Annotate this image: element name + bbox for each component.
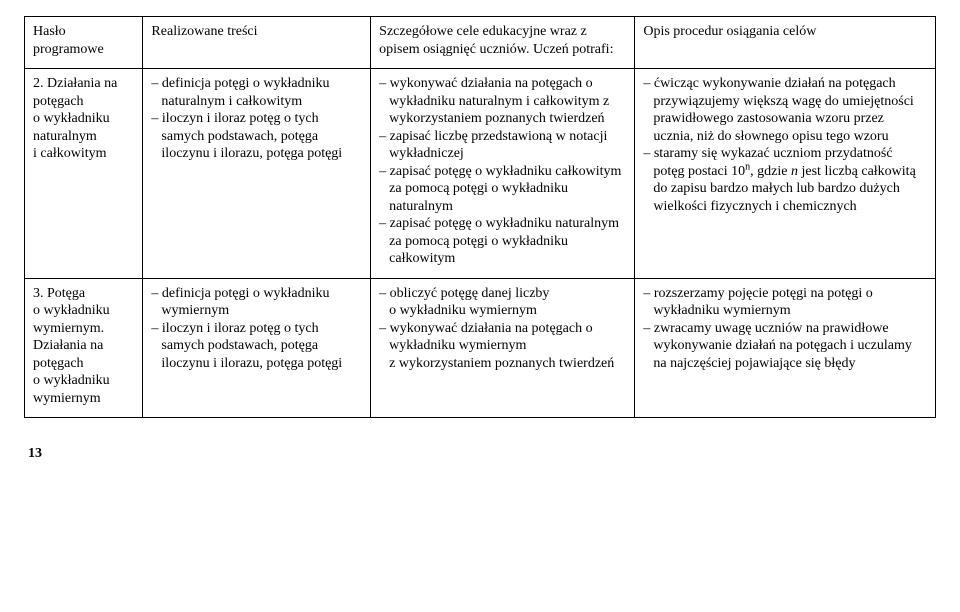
header-c4: Opis procedur osiągania celów (635, 17, 936, 69)
list-item: – rozszerzamy pojęcie potęgi na potęgi o… (643, 285, 927, 320)
table-row: 3. Potęga o wykładniku wymiernym. Działa… (25, 278, 936, 418)
list-item: – iloczyn i iloraz potęg o tych samych p… (151, 320, 362, 373)
r3-c3: – obliczyć potęgę danej liczby o wykładn… (371, 278, 635, 418)
header-c3: Szczegółowe cele edukacyjne wraz z opise… (371, 17, 635, 69)
list-item: – staramy się wykazać uczniom przydatnoś… (643, 145, 927, 215)
table-row: 2. Działania na potęgach o wykładniku na… (25, 69, 936, 279)
list-item: – definicja potęgi o wykładniku wymierny… (151, 285, 362, 320)
list-item: – zapisać potęgę o wykładniku całkowitym… (379, 163, 626, 216)
r2-c2: – definicja potęgi o wykładniku naturaln… (143, 69, 371, 279)
list-item: – ćwicząc wykonywanie działań na potęgac… (643, 75, 927, 145)
header-c1: Hasło programowe (25, 17, 143, 69)
list-item: – obliczyć potęgę danej liczby o wykładn… (379, 285, 626, 320)
curriculum-table: Hasło programowe Realizowane treści Szcz… (24, 16, 936, 418)
list-item: – zwracamy uwagę uczniów na prawidłowe w… (643, 320, 927, 373)
r2-c3: – wykonywać działania na potęgach o wykł… (371, 69, 635, 279)
r2-c4: – ćwicząc wykonywanie działań na potęgac… (635, 69, 936, 279)
list-item: – iloczyn i iloraz potęg o tych samych p… (151, 110, 362, 163)
r2-c1: 2. Działania na potęgach o wykładniku na… (25, 69, 143, 279)
list-item: – zapisać potęgę o wykładniku naturalnym… (379, 215, 626, 268)
r3-c1: 3. Potęga o wykładniku wymiernym. Działa… (25, 278, 143, 418)
list-item: – definicja potęgi o wykładniku naturaln… (151, 75, 362, 110)
list-item: – wykonywać działania na potęgach o wykł… (379, 320, 626, 373)
page-number: 13 (24, 446, 936, 462)
table-header-row: Hasło programowe Realizowane treści Szcz… (25, 17, 936, 69)
list-item: – zapisać liczbę przedstawioną w notacji… (379, 128, 626, 163)
r3-c4: – rozszerzamy pojęcie potęgi na potęgi o… (635, 278, 936, 418)
r3-c2: – definicja potęgi o wykładniku wymierny… (143, 278, 371, 418)
header-c2: Realizowane treści (143, 17, 371, 69)
list-item: – wykonywać działania na potęgach o wykł… (379, 75, 626, 128)
